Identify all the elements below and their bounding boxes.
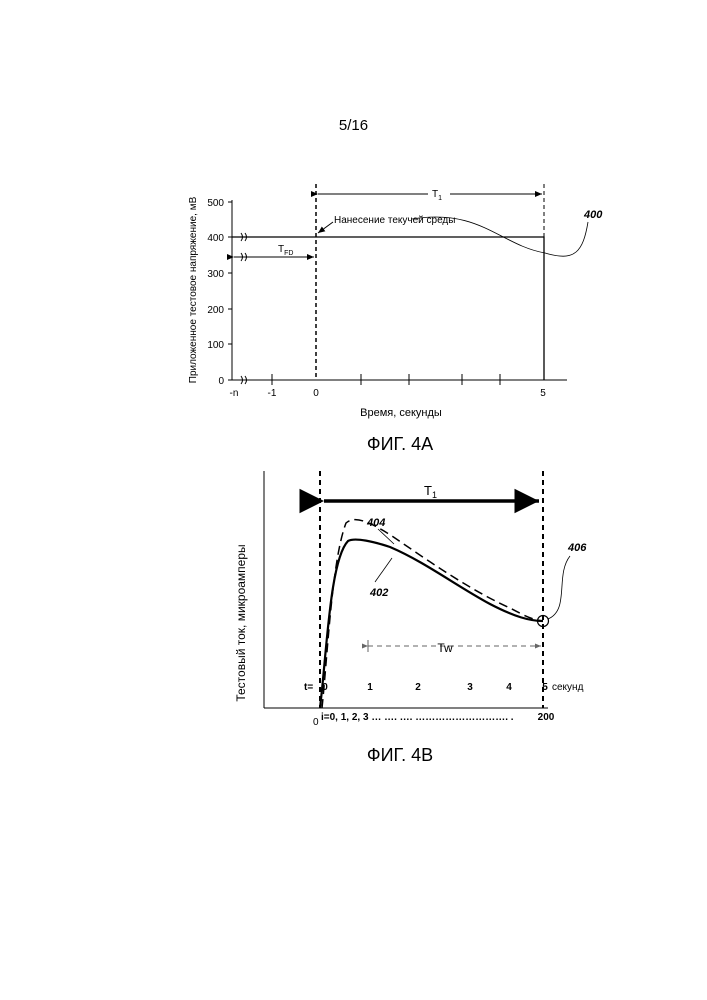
fig4a-voltage-curve (232, 237, 544, 380)
fig4b-i-row: i=0, 1, 2, 3 … …. …. ………………………. . (321, 712, 514, 723)
fig4b-t-tick: 4 (506, 682, 512, 693)
fig4a-ytick-label: 500 (207, 198, 224, 209)
fig4b-t-tick: 5 (542, 682, 548, 693)
figure-4b: T1 406 404 402 Tw t= 0 1 2 3 4 5 секунд … (0, 465, 707, 735)
fig4b-t-tick: 2 (415, 682, 421, 693)
fig4a-ytick-label: 100 (207, 340, 224, 351)
fig4a-y-tickmarks (228, 202, 232, 380)
fig4a-xtick-label: 0 (313, 388, 319, 399)
fig4b-ref-404: 404 (366, 517, 385, 529)
fig4b-t-tick: 0 (322, 682, 328, 693)
fig4a-ytick-label: 400 (207, 233, 224, 244)
fig4b-t-tick: 3 (467, 682, 473, 693)
fig4b-t1-label: T1 (424, 483, 437, 500)
fig4b-ylabel: Тестовый ток, микроамперы (234, 544, 248, 701)
fig4a-xtick-label: -n (230, 388, 239, 399)
fig4b-caption: ФИГ. 4В (0, 745, 707, 766)
fig4a-xtick-label: 5 (540, 388, 546, 399)
fig4b-ref-402: 402 (369, 587, 388, 599)
fig4b-tw-label: Tw (437, 641, 453, 655)
fig4b-406-leader (548, 556, 570, 619)
fig4a-axis-break-marks (241, 233, 247, 384)
fig4b-origin: 0 (313, 717, 319, 728)
fig4a-ylabel: Приложенное тестовое напряжение, мВ (188, 196, 199, 383)
fig4a-annotation-arrow (318, 222, 333, 233)
fig4b-404-leader (378, 529, 394, 544)
fig4b-t-unit: секунд (552, 682, 584, 693)
page-number: 5/16 (0, 117, 707, 134)
fig4a-xlabel: Время, секунды (360, 407, 442, 419)
fig4a-ytick-label: 200 (207, 305, 224, 316)
fig4a-caption: ФИГ. 4А (0, 434, 707, 455)
fig4a-ytick-label: 300 (207, 269, 224, 280)
fig4b-i-end: 200 (538, 712, 555, 723)
fig4a-ref-400: 400 (583, 209, 603, 221)
fig4b-t-prefix: t= (304, 682, 313, 693)
fig4a-xtick-label: -1 (268, 388, 277, 399)
fig4b-402-leader (375, 558, 392, 582)
fig4a-ytick-label: 0 (218, 376, 224, 387)
fig4b-ref-406: 406 (567, 542, 587, 554)
figure-4a: 500 400 300 200 100 0 -n -1 0 5 T1 TFD Н… (0, 170, 707, 435)
fig4b-t-tick: 1 (367, 682, 373, 693)
